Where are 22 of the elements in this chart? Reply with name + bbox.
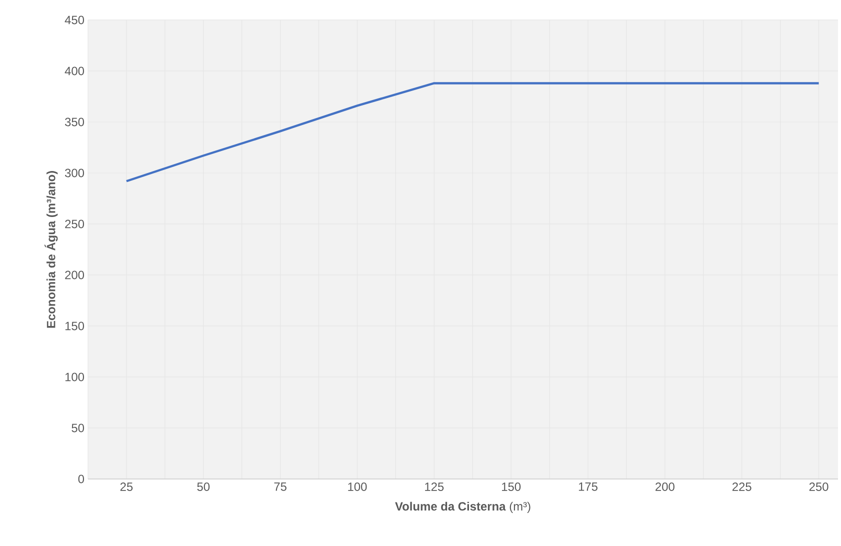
x-tick-label: 200	[656, 482, 674, 491]
x-tick-label: 250	[809, 482, 828, 491]
x-tick-label: 225	[732, 482, 752, 491]
x-tick-label: 150	[502, 482, 521, 491]
y-axis-title: Economia de Água (m³/ano)	[44, 171, 58, 328]
y-tick-label: 150	[65, 322, 84, 330]
x-tick-label: 75	[274, 482, 286, 491]
x-tick-label: 175	[578, 482, 598, 491]
x-tick-label: 50	[197, 482, 210, 491]
x-tick-label: 100	[348, 482, 367, 491]
y-tick-label: 0	[78, 474, 84, 484]
x-tick-label: 125	[425, 482, 444, 491]
y-tick-label: 200	[65, 270, 84, 280]
y-tick-label: 250	[65, 220, 84, 228]
y-tick-label: 450	[64, 16, 84, 24]
y-tick-label: 400	[64, 66, 84, 76]
y-tick-label: 300	[64, 168, 84, 178]
x-axis-title: Volume da Cisterna (m³)	[395, 502, 530, 513]
y-tick-label: 350	[64, 118, 84, 126]
x-tick-label: 25	[120, 482, 133, 491]
y-tick-label: 100	[65, 372, 84, 382]
y-tick-label: 50	[72, 424, 84, 432]
